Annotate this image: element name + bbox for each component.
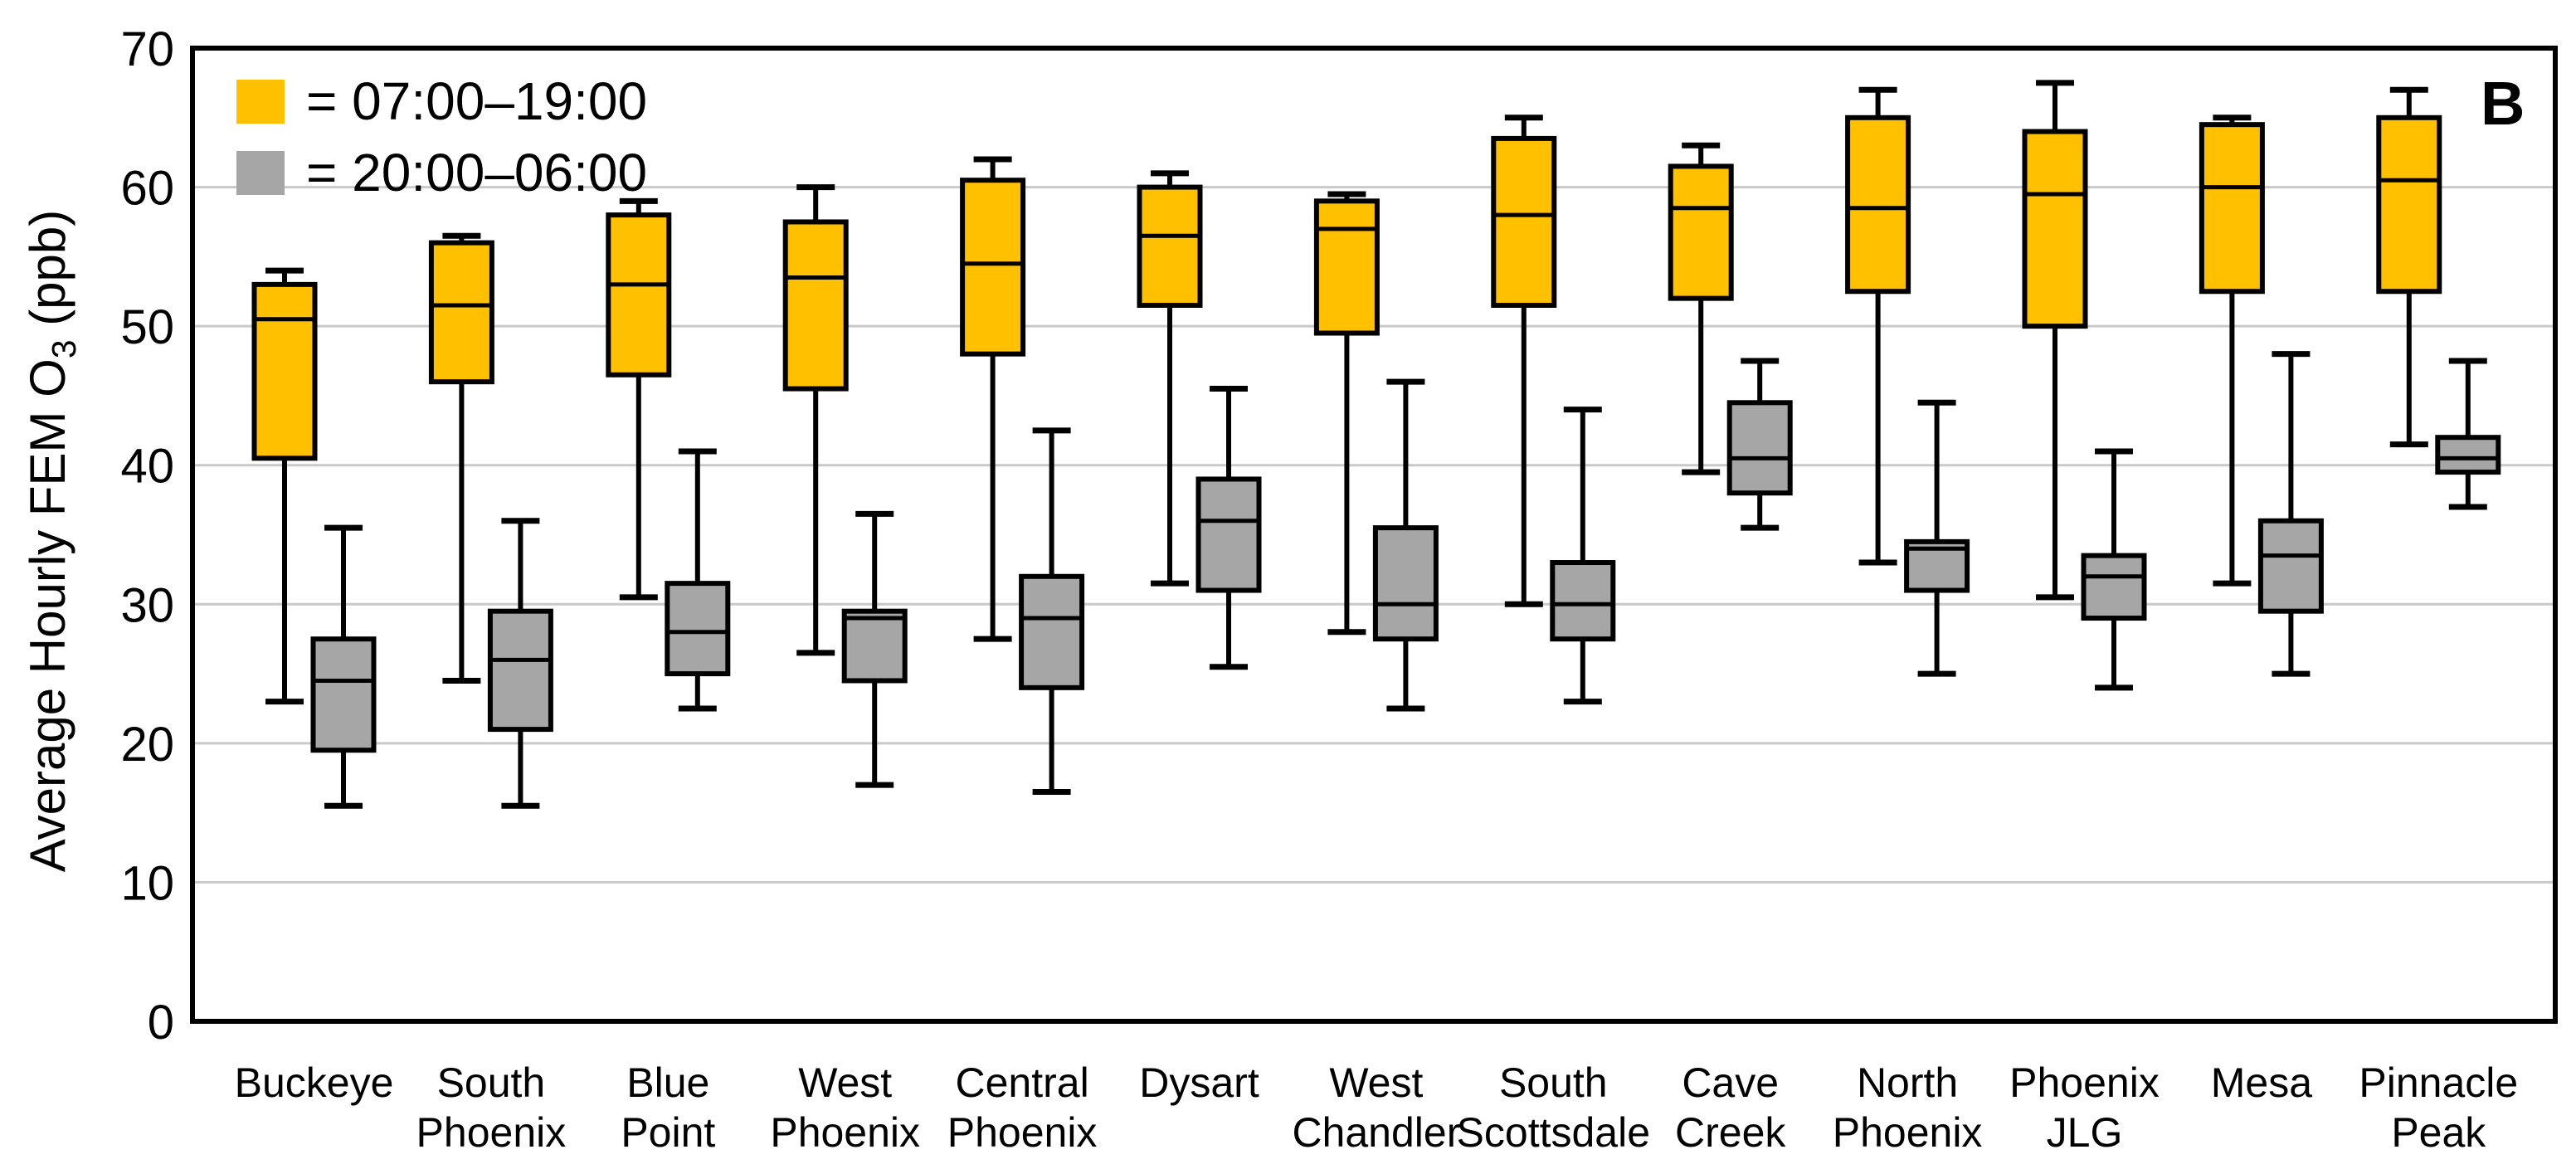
legend-item-night: = 20:00–06:00: [236, 146, 647, 199]
night-south-scottsdale-box: [1550, 560, 1616, 642]
plot-border: [190, 46, 2558, 1024]
night-pinnacle-peak-box: [2435, 435, 2501, 475]
x-category-label-north-phoenix: North: [1857, 1059, 1958, 1106]
panel-label: B: [2481, 69, 2525, 138]
y-tick-label-50: 50: [120, 300, 174, 354]
x-category-label-west-phoenix: Phoenix: [770, 1109, 920, 1156]
y-tick-label-10: 10: [120, 856, 174, 910]
night-mesa-box: [2257, 518, 2324, 614]
day-central-phoenix-box: [960, 178, 1026, 357]
y-tick-label-30: 30: [120, 578, 174, 632]
night-south-phoenix-box: [487, 608, 553, 733]
x-category-label-south-scottsdale: Scottsdale: [1457, 1109, 1650, 1156]
y-axis-title-subscript: 3: [45, 339, 83, 359]
x-category-label-mesa: Mesa: [2211, 1059, 2312, 1106]
day-mesa-box: [2199, 122, 2265, 295]
x-category-label-buckeye: Buckeye: [235, 1059, 394, 1106]
x-category-label-phoenix-jlg: JLG: [2047, 1109, 2123, 1156]
night-west-chandler-box: [1372, 525, 1439, 642]
x-category-label-cave-creek: Creek: [1675, 1109, 1786, 1156]
night-phoenix-jlg-box: [2081, 553, 2147, 621]
x-category-label-phoenix-jlg: Phoenix: [2009, 1059, 2160, 1106]
night-blue-point-box: [665, 581, 731, 677]
day-south-scottsdale-box: [1491, 135, 1557, 309]
y-axis-title-suffix: (ppb): [20, 209, 75, 340]
y-axis-title: Average Hourly FEM O3 (ppb): [19, 210, 84, 873]
day-north-phoenix-box: [1845, 114, 1911, 295]
night-dysart-box: [1195, 476, 1262, 593]
day-south-phoenix-box: [428, 240, 494, 385]
x-category-label-blue-point: Point: [621, 1109, 715, 1156]
x-category-label-south-phoenix: Phoenix: [416, 1109, 567, 1156]
night-buckeye-box: [310, 636, 377, 753]
night-west-phoenix-box: [841, 608, 908, 684]
day-west-chandler-box: [1313, 198, 1380, 336]
x-category-label-pinnacle-peak: Peak: [2391, 1109, 2486, 1156]
legend: = 07:00–19:00 = 20:00–06:00: [236, 75, 647, 199]
day-dysart-box: [1137, 184, 1203, 309]
day-series-swatch-icon: [236, 79, 285, 124]
day-west-phoenix-box: [782, 219, 849, 392]
day-phoenix-jlg-box: [2022, 129, 2088, 329]
x-category-label-south-phoenix: South: [437, 1059, 546, 1106]
night-central-phoenix-box: [1019, 573, 1085, 690]
x-category-label-dysart: Dysart: [1139, 1059, 1259, 1106]
y-tick-label-60: 60: [120, 162, 174, 216]
y-tick-label-40: 40: [120, 440, 174, 494]
x-category-label-cave-creek: Cave: [1682, 1059, 1779, 1106]
night-series-swatch-icon: [236, 150, 285, 195]
y-tick-label-70: 70: [120, 22, 174, 76]
day-buckeye-box: [251, 281, 318, 461]
x-category-label-north-phoenix: Phoenix: [1833, 1109, 1983, 1156]
x-category-label-west-chandler: Chandler: [1292, 1109, 1460, 1156]
legend-item-day: = 07:00–19:00: [236, 75, 647, 128]
x-category-label-blue-point: Blue: [626, 1059, 709, 1106]
x-category-label-central-phoenix: Central: [956, 1059, 1089, 1106]
day-pinnacle-peak-box: [2376, 114, 2442, 295]
x-category-label-central-phoenix: Phoenix: [947, 1109, 1098, 1156]
x-category-label-west-phoenix: West: [798, 1059, 892, 1106]
night-cave-creek-box: [1726, 400, 1793, 496]
x-category-label-pinnacle-peak: Pinnacle: [2359, 1059, 2518, 1106]
y-tick-label-20: 20: [120, 718, 174, 772]
x-category-label-south-scottsdale: South: [1499, 1059, 1608, 1106]
day-blue-point-box: [606, 212, 672, 377]
day-cave-creek-box: [1668, 163, 1734, 301]
x-category-label-west-chandler: West: [1329, 1059, 1423, 1106]
legend-label-night: = 20:00–06:00: [306, 143, 648, 202]
legend-label-day: = 07:00–19:00: [306, 71, 648, 131]
y-axis-title-prefix: Average Hourly FEM O: [20, 358, 75, 873]
y-tick-label-0: 0: [148, 996, 174, 1050]
